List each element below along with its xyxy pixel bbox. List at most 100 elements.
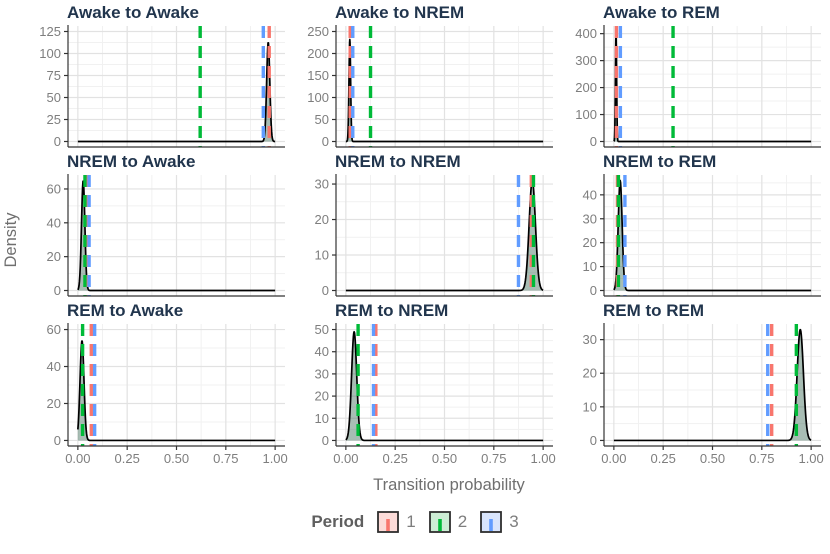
- facet-title: NREM to REM: [603, 152, 716, 171]
- y-tick-label: 0: [54, 134, 61, 149]
- y-tick-label: 50: [315, 112, 329, 127]
- density-curve: [345, 330, 544, 442]
- facet-title: NREM to NREM: [335, 152, 461, 171]
- facet-title: Awake to NREM: [335, 3, 464, 22]
- y-tick-label: 40: [47, 359, 61, 374]
- density-curve: [345, 38, 544, 143]
- x-tick-label: 1.00: [530, 451, 555, 466]
- density-curve: [613, 31, 812, 143]
- y-tick-label: 50: [47, 90, 61, 105]
- y-tick-label: 30: [583, 211, 597, 226]
- y-tick-label: 60: [47, 181, 61, 196]
- panel-rem-to-nrem: 0 10 20 30 40 50 0.00 0.25 0.50 0.75 1.00 REM to NR…: [315, 301, 556, 466]
- x-tick-label: 0.00: [65, 451, 90, 466]
- density-curve: [345, 179, 544, 292]
- x-tick-label: 0.75: [213, 451, 238, 466]
- facet-title: REM to NREM: [335, 301, 448, 320]
- y-tick-label: 75: [47, 68, 61, 83]
- facet-title: REM to REM: [603, 301, 704, 320]
- legend-label: 2: [457, 512, 468, 531]
- legend-items: 1 2 3: [377, 511, 519, 533]
- y-tick-label: 125: [39, 24, 61, 39]
- y-tick-label: 150: [307, 68, 329, 83]
- panel-nrem-to-rem: 0 10 20 30 40 NREM to REM: [583, 152, 821, 298]
- y-tick-label: 200: [307, 46, 329, 61]
- x-tick-label: 0.75: [481, 451, 506, 466]
- panel-nrem-to-nrem: 0 10 20 30 NREM to NREM: [315, 152, 553, 298]
- panel-nrem-to-awake: 0 20 40 60 NREM to Awake: [47, 152, 285, 298]
- density-curve: [77, 340, 276, 442]
- legend-key-icon: [428, 511, 451, 533]
- density-curve: [77, 41, 276, 143]
- y-tick-label: 10: [315, 248, 329, 263]
- x-tick-label: 1.00: [798, 451, 823, 466]
- x-tick-label: 0.50: [164, 451, 189, 466]
- y-tick-label: 100: [575, 107, 597, 122]
- legend-label: 3: [509, 512, 519, 531]
- y-tick-label: 400: [575, 26, 597, 41]
- facet-title: Awake to Awake: [67, 3, 199, 22]
- legend-title: Period: [311, 512, 365, 531]
- facet-title: Awake to REM: [603, 3, 720, 22]
- y-tick-label: 0: [590, 134, 597, 149]
- legend-key-icon: [377, 511, 400, 533]
- legend-item-period-2: 2: [428, 511, 468, 533]
- y-tick-label: 25: [47, 112, 61, 127]
- y-tick-label: 30: [583, 332, 597, 347]
- y-axis-title: Density: [2, 212, 20, 268]
- y-tick-label: 40: [583, 187, 597, 202]
- y-tick-label: 0: [590, 283, 597, 298]
- y-tick-label: 0: [322, 134, 329, 149]
- density-curve: [613, 179, 812, 292]
- facet-title: REM to Awake: [67, 301, 183, 320]
- legend-item-period-1: 1: [377, 511, 416, 533]
- y-tick-label: 20: [583, 235, 597, 250]
- legend: Period 1 2 3: [0, 506, 830, 538]
- panel-awake-to-rem: 0 100 200 300 400 Awake to REM: [575, 3, 821, 149]
- y-tick-label: 100: [307, 90, 329, 105]
- x-tick-label: 0.25: [651, 451, 676, 466]
- y-tick-label: 300: [575, 53, 597, 68]
- x-tick-label: 0.00: [333, 451, 358, 466]
- facet-grid: 0 25 50 75 100 125 Awake to Awake 0 50 100 150 200 2…: [24, 2, 828, 474]
- y-tick-label: 20: [47, 249, 61, 264]
- y-tick-label: 100: [39, 46, 61, 61]
- x-tick-label: 1.00: [262, 451, 287, 466]
- legend-label: 1: [406, 512, 416, 531]
- y-tick-label: 20: [315, 212, 329, 227]
- legend-item-period-3: 3: [480, 511, 519, 533]
- y-tick-label: 10: [315, 411, 329, 426]
- y-tick-label: 40: [47, 215, 61, 230]
- y-tick-label: 20: [315, 389, 329, 404]
- y-tick-label: 10: [583, 259, 597, 274]
- x-axis-title: Transition probability: [373, 476, 525, 494]
- x-tick-label: 0.75: [749, 451, 774, 466]
- y-tick-label: 0: [322, 433, 329, 448]
- facet-title: NREM to Awake: [67, 152, 195, 171]
- panel-awake-to-nrem: 0 50 100 150 200 250 Awake to NREM: [307, 3, 553, 149]
- y-tick-label: 10: [583, 399, 597, 414]
- y-tick-label: 60: [47, 322, 61, 337]
- y-tick-label: 0: [54, 283, 61, 298]
- x-tick-label: 0.25: [383, 451, 408, 466]
- x-tick-label: 0.25: [115, 451, 140, 466]
- panel-awake-to-awake: 0 25 50 75 100 125 Awake to Awake: [39, 3, 285, 149]
- y-tick-label: 20: [47, 396, 61, 411]
- y-tick-label: 30: [315, 366, 329, 381]
- y-tick-label: 50: [315, 322, 329, 337]
- y-tick-label: 0: [322, 283, 329, 298]
- density-curve: [77, 180, 276, 292]
- panel-rem-to-rem: 0 10 20 30 0.00 0.25 0.50 0.75 1.00 REM to REM: [583, 301, 824, 466]
- x-tick-label: 0.50: [432, 451, 457, 466]
- y-tick-label: 200: [575, 80, 597, 95]
- x-tick-label: 0.00: [601, 451, 626, 466]
- y-tick-label: 20: [583, 366, 597, 381]
- x-tick-label: 0.50: [700, 451, 725, 466]
- density-curve: [613, 328, 812, 442]
- y-tick-label: 250: [307, 24, 329, 39]
- legend-key-icon: [480, 511, 503, 533]
- panel-rem-to-awake: 0 20 40 60 0.00 0.25 0.50 0.75 1.00 REM to Awake: [47, 301, 288, 466]
- y-tick-label: 0: [54, 433, 61, 448]
- y-tick-label: 30: [315, 177, 329, 192]
